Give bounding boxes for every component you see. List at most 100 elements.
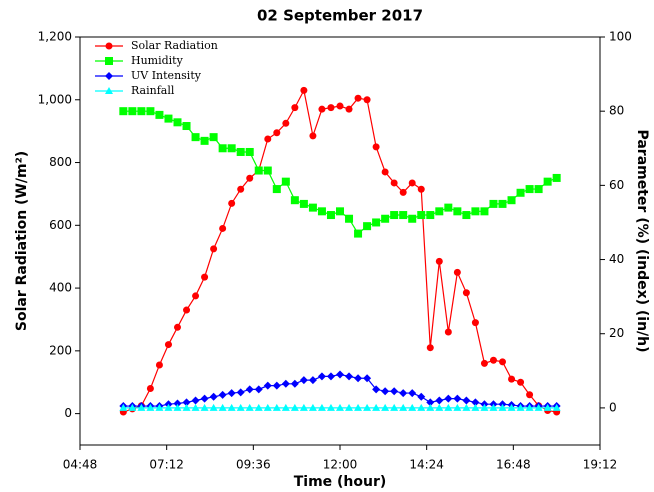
marker: [227, 389, 236, 398]
marker: [408, 179, 416, 187]
marker: [254, 166, 263, 175]
marker: [218, 403, 227, 411]
marker: [236, 147, 245, 156]
y-tick-label: 0: [64, 406, 72, 420]
marker: [390, 387, 399, 396]
marker: [399, 211, 408, 220]
marker: [317, 403, 326, 411]
marker: [372, 403, 381, 411]
marker: [146, 403, 155, 411]
marker: [345, 403, 354, 411]
marker: [290, 403, 299, 411]
marker: [480, 359, 488, 367]
marker: [534, 185, 543, 194]
y-tick-label: 1,200: [38, 30, 72, 44]
marker: [526, 391, 534, 399]
marker: [201, 273, 209, 281]
x-tick-label: 19:12: [583, 458, 618, 472]
marker: [381, 168, 389, 176]
marker: [390, 211, 399, 220]
marker: [345, 105, 353, 113]
marker: [155, 110, 164, 119]
marker: [309, 132, 317, 140]
marker: [245, 385, 254, 394]
marker: [498, 403, 507, 411]
marker: [336, 207, 344, 216]
marker: [105, 57, 113, 65]
marker: [227, 144, 236, 153]
marker: [128, 403, 137, 411]
marker: [543, 177, 552, 186]
marker: [245, 403, 254, 411]
marker: [517, 378, 525, 386]
marker: [272, 381, 281, 390]
legend-label: Humidity: [131, 54, 184, 67]
marker: [417, 185, 425, 193]
y2-tick-label: 40: [609, 252, 624, 266]
marker: [336, 403, 344, 411]
marker: [246, 174, 254, 182]
legend-label: Solar Radiation: [131, 39, 218, 52]
y2-tick-label: 0: [609, 400, 617, 414]
y2-tick-label: 80: [609, 104, 624, 118]
marker: [462, 211, 471, 220]
marker: [299, 376, 308, 385]
marker: [453, 268, 461, 276]
marker: [354, 403, 363, 411]
marker: [426, 403, 435, 411]
marker: [128, 107, 137, 116]
marker: [525, 185, 534, 194]
marker: [444, 203, 453, 212]
marker: [508, 375, 516, 383]
marker: [462, 289, 470, 297]
marker: [236, 388, 245, 397]
x-tick-label: 16:48: [496, 458, 531, 472]
marker: [227, 403, 236, 411]
chart-title: 02 September 2017: [257, 7, 423, 25]
marker: [444, 403, 453, 411]
marker: [137, 107, 146, 116]
marker: [471, 403, 480, 411]
marker: [363, 222, 372, 231]
marker: [191, 133, 200, 142]
marker: [272, 403, 281, 411]
marker: [173, 399, 182, 408]
marker: [480, 207, 489, 216]
marker: [146, 107, 155, 116]
marker: [308, 376, 317, 385]
marker: [137, 403, 146, 411]
marker: [435, 396, 444, 405]
series-line: [123, 88, 557, 413]
marker: [282, 119, 290, 127]
marker: [209, 403, 218, 411]
y-tick-label: 1,000: [38, 92, 72, 106]
marker: [381, 403, 390, 411]
marker: [381, 387, 390, 396]
marker: [444, 394, 453, 403]
marker: [228, 199, 236, 207]
marker: [218, 144, 227, 153]
marker: [426, 398, 435, 407]
marker: [209, 392, 218, 401]
marker: [326, 211, 335, 220]
x-tick-label: 07:12: [149, 458, 184, 472]
marker: [516, 188, 525, 197]
marker: [209, 133, 218, 142]
x-tick-label: 14:24: [409, 458, 444, 472]
marker: [498, 199, 507, 208]
marker: [525, 403, 534, 411]
marker: [299, 403, 308, 411]
marker: [462, 403, 471, 411]
marker: [453, 394, 462, 403]
marker: [489, 199, 498, 208]
marker: [164, 403, 173, 411]
marker: [281, 379, 290, 388]
marker: [191, 396, 200, 405]
marker: [552, 173, 561, 182]
marker: [290, 379, 299, 388]
marker: [372, 385, 381, 394]
marker: [254, 403, 263, 411]
marker: [183, 306, 191, 314]
marker: [164, 114, 173, 123]
